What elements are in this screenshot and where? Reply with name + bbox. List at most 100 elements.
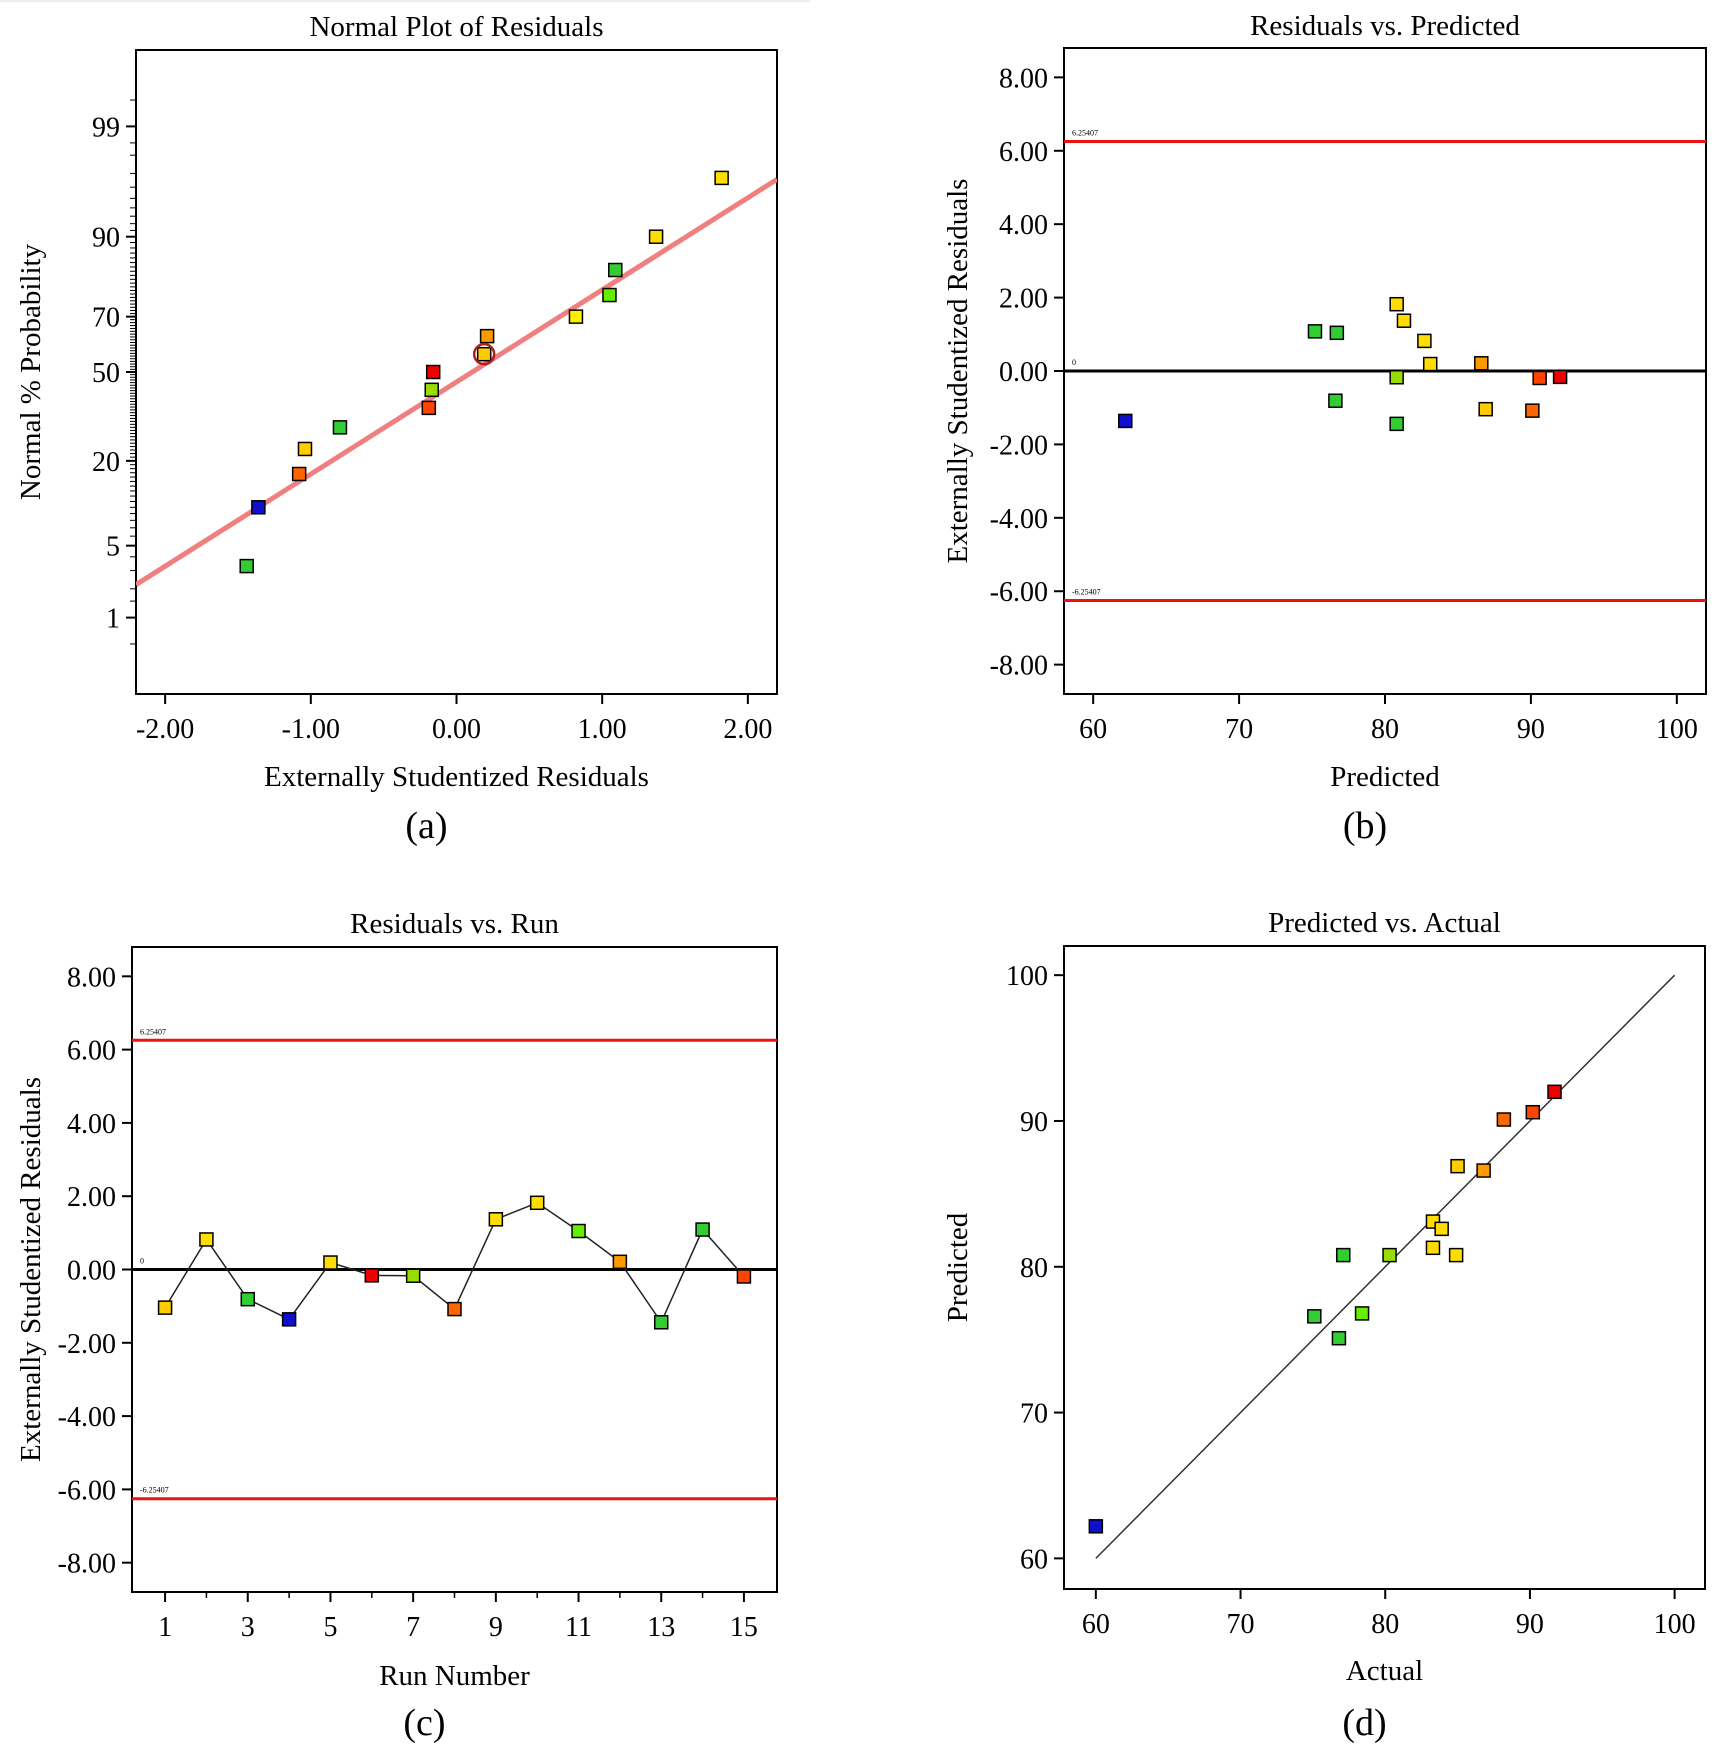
data-point	[714, 170, 729, 186]
limit-line-label: 6.25407	[1072, 128, 1098, 137]
reference-line	[136, 177, 777, 587]
x-tick-label: -1.00	[282, 714, 340, 745]
data-point	[1474, 356, 1489, 371]
x-tick-label: 0.00	[432, 714, 481, 745]
data-point	[1425, 1240, 1441, 1256]
data-point	[1417, 333, 1432, 349]
data-point	[424, 382, 439, 398]
x-tick-label: 60	[1082, 1609, 1110, 1640]
y-axis-label: Externally Studentized Residuals	[942, 179, 974, 564]
panel-a: Normal Plot of Residuals -2.00 -1.00 0.00 1.…	[15, 11, 778, 847]
y-tick-label: 70	[1020, 1399, 1048, 1430]
y-tick-label: -2.00	[58, 1329, 116, 1360]
data-point	[1307, 1309, 1322, 1324]
data-point	[1476, 1163, 1491, 1178]
x-tick-label: 60	[1079, 714, 1107, 745]
y-tick-label: 99	[92, 112, 120, 143]
y-tick-label: 90	[1020, 1107, 1048, 1138]
y-tick-label: 5	[106, 532, 120, 563]
data-point	[425, 364, 441, 380]
y-tick-label: 1	[106, 604, 120, 635]
data-point	[447, 1301, 462, 1317]
y-tick-label: 20	[92, 447, 120, 478]
limit-line-label: -6.25407	[140, 1486, 169, 1495]
data-point	[1389, 369, 1404, 385]
data-point	[1118, 413, 1133, 429]
x-tick-label: 1	[158, 1612, 172, 1643]
y-tick-label: 6.00	[999, 137, 1048, 168]
data-point	[323, 1255, 338, 1270]
data-point	[1496, 1112, 1512, 1127]
data-point	[608, 262, 623, 278]
x-tick-label: 90	[1517, 714, 1545, 745]
data-point	[251, 500, 266, 515]
y-tick-label: -8.00	[990, 651, 1048, 682]
x-axis-label: Externally Studentized Residuals	[264, 761, 649, 793]
zero-line-label: 0	[140, 1257, 144, 1266]
y-tick-label: 4.00	[999, 210, 1048, 241]
x-tick-label: 2.00	[723, 714, 772, 745]
chart-title: Residuals vs. Predicted	[1250, 10, 1520, 42]
plot-area	[1064, 139, 1706, 603]
panel-label: (d)	[1342, 1702, 1386, 1744]
data-point	[1422, 356, 1438, 372]
x-tick-label: 13	[647, 1612, 675, 1643]
data-point	[571, 1223, 586, 1239]
chart-title: Residuals vs. Run	[350, 908, 559, 940]
y-tick-label: 0.00	[67, 1256, 116, 1287]
y-tick-label: -8.00	[58, 1549, 116, 1580]
panel-label: (c)	[403, 1702, 445, 1744]
data-point	[568, 309, 584, 324]
data-point	[240, 1291, 256, 1307]
data-point	[736, 1269, 752, 1284]
x-tick-label: 15	[730, 1612, 758, 1643]
data-point	[1328, 393, 1343, 408]
y-tick-label: 6.00	[67, 1036, 116, 1067]
data-point	[1525, 1104, 1541, 1120]
chart-title: Predicted vs. Actual	[1268, 907, 1501, 939]
data-point	[1450, 1158, 1465, 1174]
x-axis-label: Run Number	[379, 1660, 530, 1692]
x-tick-label: -2.00	[136, 714, 194, 745]
y-tick-label: 60	[1020, 1544, 1048, 1575]
y-tick-label: 0.00	[999, 357, 1048, 388]
x-tick-label: 70	[1227, 1609, 1255, 1640]
reference-line	[1095, 974, 1676, 1559]
plot-area	[1095, 974, 1676, 1559]
data-point	[488, 1212, 504, 1227]
data-point	[364, 1268, 380, 1283]
data-point	[1547, 1084, 1562, 1100]
data-point	[1088, 1519, 1104, 1534]
data-point	[695, 1222, 710, 1237]
data-point	[476, 346, 492, 362]
data-point	[157, 1300, 173, 1315]
y-tick-label: 90	[92, 223, 120, 254]
data-point	[653, 1315, 669, 1330]
x-tick-label: 100	[1654, 1609, 1696, 1640]
data-point	[1389, 296, 1404, 312]
y-tick-label: 50	[92, 358, 120, 389]
data-point	[1382, 1247, 1397, 1263]
data-point	[291, 466, 307, 482]
x-tick-label: 90	[1516, 1609, 1544, 1640]
x-tick-label: 11	[565, 1612, 592, 1643]
y-tick-label: 8.00	[999, 63, 1048, 94]
highlighted-point-ring	[472, 342, 496, 366]
zero-line-label: 0	[1072, 358, 1076, 367]
x-axis-label: Actual	[1346, 1655, 1423, 1687]
x-tick-label: 80	[1371, 714, 1399, 745]
panel-b: Residuals vs. Predicted 60 70 80 90 100 -8.00 -…	[942, 10, 1707, 847]
data-point	[648, 229, 664, 244]
data-point	[602, 287, 617, 303]
x-tick-label: 80	[1371, 1609, 1399, 1640]
data-point	[1331, 1330, 1347, 1346]
y-axis-label: Predicted	[942, 1212, 974, 1322]
y-tick-label: 100	[1006, 961, 1048, 992]
data-point	[199, 1232, 214, 1247]
x-tick-label: 1.00	[578, 714, 627, 745]
panel-label: (a)	[405, 805, 447, 847]
data-point	[1329, 325, 1345, 341]
x-tick-label: 9	[489, 1612, 503, 1643]
